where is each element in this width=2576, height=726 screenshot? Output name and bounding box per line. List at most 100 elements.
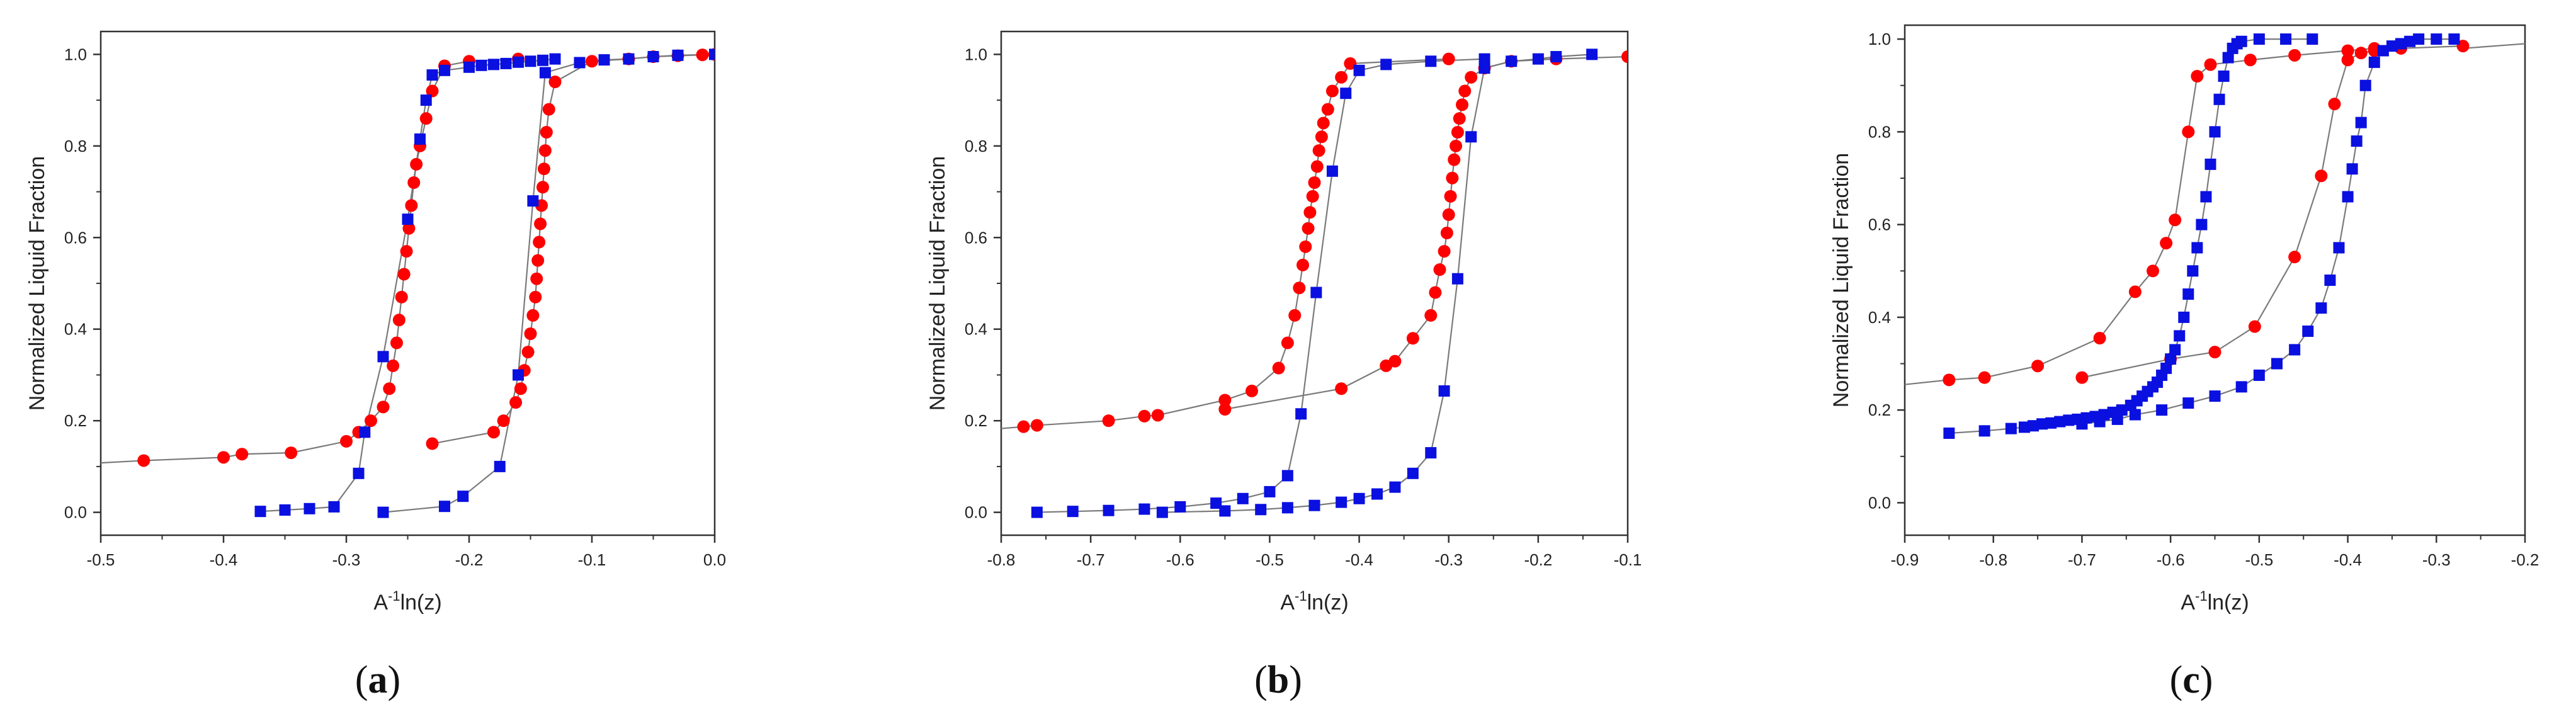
data-point-blue-upper bbox=[1451, 273, 1463, 285]
data-point-red-lower bbox=[1315, 130, 1328, 144]
series-line-red-upper bbox=[2082, 45, 2463, 378]
data-point-blue-upper bbox=[2377, 45, 2389, 57]
data-point-red-upper bbox=[1433, 263, 1446, 276]
data-point-red-lower bbox=[1245, 384, 1258, 397]
data-point-red-upper bbox=[1218, 403, 1232, 416]
data-point-blue-upper bbox=[1308, 499, 1320, 511]
x-tick-label: -0.5 bbox=[2245, 550, 2273, 569]
y-tick-label: 1.0 bbox=[64, 45, 87, 64]
data-point-blue-lower bbox=[2187, 265, 2199, 277]
y-tick-label: 1.0 bbox=[965, 45, 987, 64]
data-point-blue-upper bbox=[1425, 447, 1437, 459]
data-point-red-upper bbox=[542, 103, 555, 116]
data-point-red-upper bbox=[1438, 245, 1451, 258]
data-point-blue-upper bbox=[598, 54, 610, 66]
data-point-red-lower bbox=[407, 176, 421, 189]
data-point-blue-lower bbox=[1210, 497, 1222, 509]
data-point-blue-lower bbox=[420, 94, 432, 106]
plot-frame bbox=[99, 30, 716, 536]
chart-panel-c: -0.9 -0.8 -0.7 -0.6 -0.5 -0.4 -0.3 -0.2 0.0 0.2 0.… bbox=[1829, 24, 2539, 701]
data-point-red-lower bbox=[2169, 213, 2182, 227]
panel-label-open: ( bbox=[2170, 659, 2183, 701]
data-point-blue-lower bbox=[2200, 191, 2212, 203]
data-point-blue-upper bbox=[1532, 53, 1544, 65]
x-axis-title-sup: -1 bbox=[2195, 588, 2208, 604]
y-tick-label: 0.2 bbox=[1868, 400, 1891, 419]
data-point-blue-lower bbox=[304, 502, 315, 514]
data-point-blue-lower bbox=[2182, 288, 2194, 300]
data-point-blue-lower bbox=[2306, 33, 2318, 45]
data-point-blue-upper bbox=[574, 57, 586, 69]
data-point-blue-upper bbox=[1586, 48, 1598, 60]
data-point-red-upper bbox=[531, 254, 545, 267]
x-axis-title: A-1ln(z) bbox=[373, 588, 441, 615]
data-point-blue-upper bbox=[2355, 116, 2367, 128]
x-axis-title-sup: -1 bbox=[388, 588, 400, 604]
data-point-blue-lower bbox=[2280, 33, 2292, 45]
y-tick-label: 0.6 bbox=[64, 228, 87, 247]
data-point-blue-upper bbox=[1336, 496, 1348, 508]
data-point-red-lower bbox=[1272, 361, 1285, 375]
data-point-red-lower bbox=[2341, 44, 2354, 57]
data-point-red-lower bbox=[1325, 84, 1339, 98]
data-point-blue-lower bbox=[2174, 330, 2186, 342]
data-point-red-upper bbox=[521, 346, 535, 359]
data-point-red-upper bbox=[1456, 98, 1469, 111]
data-point-blue-lower bbox=[2235, 35, 2247, 47]
data-point-blue-lower bbox=[2253, 33, 2265, 45]
data-point-blue-upper bbox=[2076, 418, 2088, 430]
x-tick-label: -0.1 bbox=[1614, 550, 1642, 569]
data-point-blue-lower bbox=[1281, 470, 1293, 482]
data-point-red-lower bbox=[2204, 58, 2217, 71]
x-tick-label: -0.1 bbox=[578, 550, 606, 569]
data-point-blue-lower bbox=[1340, 88, 1352, 99]
series-line-blue-lower bbox=[260, 58, 555, 513]
data-point-red-lower bbox=[377, 400, 390, 414]
data-point-red-upper bbox=[537, 162, 550, 176]
data-point-red-lower bbox=[2182, 125, 2195, 139]
chart-panel-b: -0.8 -0.7 -0.6 -0.5 -0.4 -0.3 -0.2 -0.1 0.0 0.2 0.… bbox=[926, 30, 1642, 701]
data-point-blue-lower bbox=[1174, 501, 1186, 513]
data-point-blue-upper bbox=[1219, 505, 1231, 517]
data-point-red-lower bbox=[1321, 103, 1334, 116]
data-point-red-upper bbox=[1451, 126, 1464, 139]
panel-label-close: ) bbox=[1289, 659, 1302, 701]
y-tick-label: 0.0 bbox=[965, 503, 987, 522]
data-point-blue-lower bbox=[2018, 421, 2030, 433]
data-point-blue-lower bbox=[377, 351, 389, 363]
data-point-red-lower bbox=[1030, 419, 1043, 432]
panel-label-close: ) bbox=[2200, 659, 2213, 701]
data-point-red-upper bbox=[1388, 354, 1402, 368]
data-point-blue-upper bbox=[1407, 467, 1419, 479]
data-point-red-lower bbox=[1302, 222, 1315, 235]
data-point-blue-upper bbox=[2111, 413, 2123, 425]
data-point-blue-upper bbox=[377, 506, 389, 518]
data-point-red-upper bbox=[1621, 50, 1628, 63]
x-tick-label: -0.4 bbox=[1345, 550, 1373, 569]
y-tick-label: 0.2 bbox=[965, 411, 987, 430]
data-point-blue-upper bbox=[1389, 481, 1401, 493]
data-point-blue-upper bbox=[2253, 369, 2265, 381]
data-point-red-lower bbox=[426, 84, 439, 98]
data-point-red-upper bbox=[1406, 332, 1419, 345]
data-point-red-upper bbox=[696, 48, 709, 62]
data-point-red-lower bbox=[1281, 336, 1294, 349]
data-point-red-lower bbox=[392, 314, 406, 327]
data-point-red-lower bbox=[1312, 144, 1325, 157]
data-point-red-upper bbox=[1458, 84, 1472, 98]
data-point-blue-lower bbox=[2054, 416, 2066, 428]
data-point-blue-upper bbox=[2271, 358, 2283, 370]
data-point-red-lower bbox=[400, 245, 413, 258]
x-axis-title-rest: ln(z) bbox=[400, 591, 442, 615]
data-point-blue-upper bbox=[647, 51, 659, 62]
y-tick-label: 0.4 bbox=[965, 320, 987, 339]
y-axis-title: Normalized Liquid Fraction bbox=[25, 156, 49, 411]
data-point-blue-lower bbox=[2063, 414, 2075, 426]
series-line-red-upper bbox=[1225, 55, 1628, 411]
data-point-blue-upper bbox=[1506, 55, 1518, 67]
data-point-red-lower bbox=[2093, 332, 2106, 345]
data-point-red-lower bbox=[1978, 371, 1991, 384]
data-point-red-lower bbox=[383, 382, 396, 395]
data-point-blue-lower bbox=[2196, 218, 2208, 230]
data-point-blue-upper bbox=[1353, 492, 1365, 504]
